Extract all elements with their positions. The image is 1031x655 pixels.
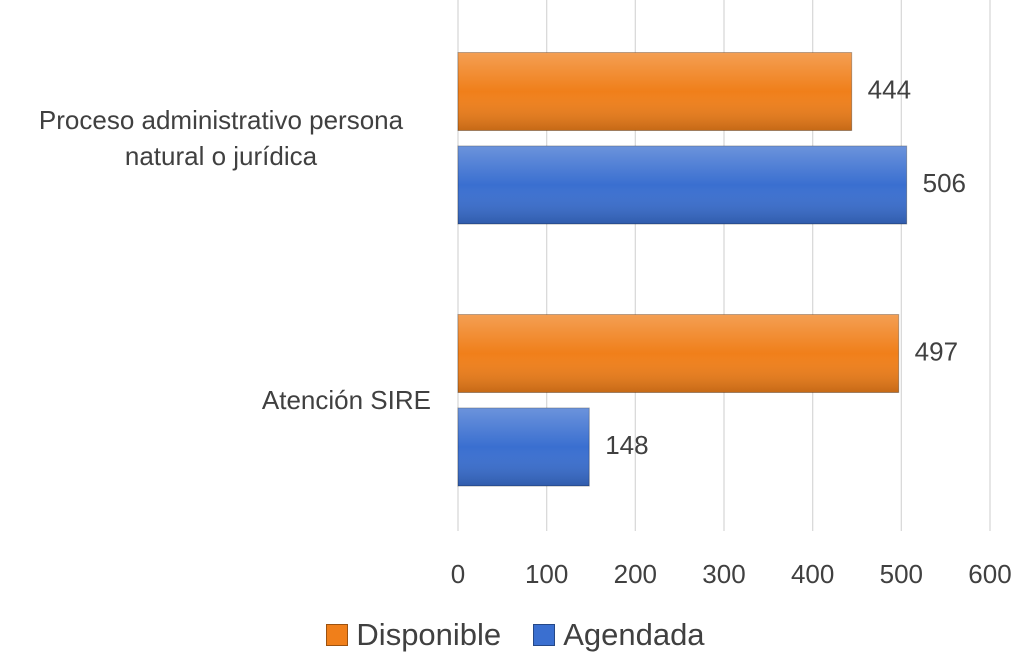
- x-tick-label: 100: [525, 559, 568, 589]
- x-tick-label: 300: [702, 559, 745, 589]
- legend: Disponible Agendada: [0, 617, 1031, 653]
- bar: [457, 145, 908, 225]
- legend-item: Agendada: [533, 617, 705, 653]
- value-label: 444: [868, 74, 911, 104]
- x-tick-label: 600: [968, 559, 1011, 589]
- legend-swatch: [326, 624, 349, 646]
- value-label: 506: [923, 168, 966, 198]
- x-tick-label: 400: [791, 559, 834, 589]
- x-tick-label: 500: [880, 559, 923, 589]
- x-tick-label: 0: [451, 559, 465, 589]
- legend-label: Disponible: [356, 617, 502, 652]
- bar: [457, 407, 590, 487]
- value-label: 497: [915, 336, 958, 366]
- legend-item: Disponible: [326, 617, 501, 653]
- category-label: Proceso administrativo persona natural o…: [38, 105, 404, 171]
- value-label: 148: [605, 430, 648, 460]
- legend-swatch: [533, 624, 556, 646]
- legend-label: Agendada: [563, 617, 705, 652]
- x-tick-label: 200: [614, 559, 657, 589]
- category-label: Atención SIRE: [261, 385, 431, 415]
- bar: [457, 314, 900, 393]
- bar: [457, 52, 853, 131]
